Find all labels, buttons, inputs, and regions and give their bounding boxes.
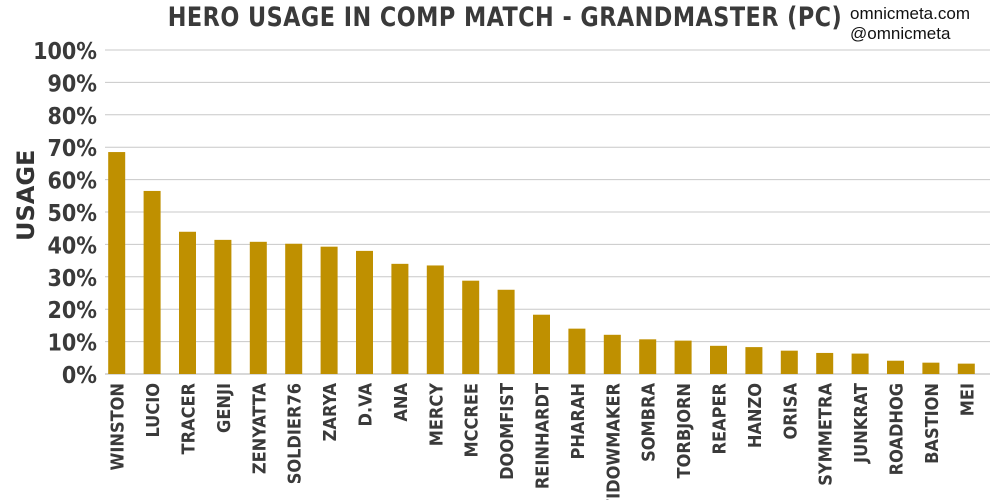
- x-tick-label: D.VA: [356, 383, 377, 427]
- bar: [603, 334, 621, 374]
- x-tick-label: BASTION: [922, 383, 943, 464]
- x-tick-label: MEI: [957, 383, 978, 416]
- bar: [320, 246, 338, 374]
- x-tick-label: REINHARDT: [533, 383, 554, 489]
- y-tick-label: 10%: [47, 331, 97, 357]
- y-tick-label: 30%: [47, 266, 97, 292]
- y-tick-label: 50%: [47, 201, 97, 227]
- y-tick-label: 0%: [62, 363, 97, 389]
- bar: [249, 241, 267, 374]
- x-tick-label: WINSTON: [108, 383, 129, 470]
- x-tick-label: REAPER: [710, 382, 731, 454]
- bar: [639, 339, 657, 374]
- x-tick-label: TORBJORN: [674, 383, 695, 478]
- chart-title: HERO USAGE IN COMP MATCH - GRANDMASTER (…: [167, 2, 843, 33]
- x-tick-label: MERCY: [426, 383, 447, 447]
- bar: [462, 280, 480, 374]
- y-tick-label: 20%: [47, 298, 97, 324]
- x-tick-label: JUNKRAT: [851, 383, 872, 464]
- bar: [851, 353, 869, 374]
- x-tick-label: GENJI: [214, 383, 235, 433]
- bar: [957, 363, 975, 374]
- y-tick-label: 40%: [47, 233, 97, 259]
- x-tick-label: SYMMETRA: [816, 383, 837, 486]
- y-tick-label: 60%: [47, 169, 97, 195]
- bar: [356, 250, 373, 374]
- bar: [285, 243, 303, 374]
- x-tick-label: ZARYA: [320, 383, 341, 442]
- x-tick-label: DOOMFIST: [497, 383, 518, 480]
- y-tick-label: 80%: [47, 104, 97, 130]
- x-tick-label: TRACER: [179, 382, 200, 454]
- y-tick-label: 100%: [33, 39, 97, 65]
- bar: [710, 345, 727, 374]
- bar: [214, 239, 232, 374]
- x-tick-label: SOMBRA: [639, 383, 660, 462]
- bar: [426, 265, 444, 374]
- bar: [533, 314, 550, 374]
- bar: [816, 352, 834, 374]
- x-tick-label: SOLDIER76: [285, 383, 306, 484]
- x-tick-label: HANZO: [745, 383, 766, 448]
- y-tick-label: 70%: [47, 136, 97, 162]
- watermark-site: omnicmeta.com: [850, 4, 970, 23]
- bar: [568, 328, 586, 374]
- watermark-handle: @omnicmeta: [850, 24, 951, 43]
- x-tick-label: ZENYATTA: [249, 383, 270, 475]
- x-tick-label: WIDOWMAKER: [603, 382, 624, 500]
- bar: [780, 350, 798, 374]
- x-tick-label: LUCIO: [143, 383, 164, 438]
- bar: [497, 289, 515, 374]
- x-tick-label: ORISA: [780, 383, 801, 440]
- x-tick-label: PHARAH: [568, 383, 589, 460]
- bar: [179, 231, 196, 374]
- x-tick-label: ANA: [391, 383, 412, 422]
- bar: [674, 340, 692, 374]
- x-tick-label: MCCREE: [462, 383, 483, 458]
- x-tick-label: ROADHOG: [887, 383, 908, 475]
- bar: [922, 362, 940, 374]
- bar: [745, 347, 763, 374]
- bar: [887, 360, 904, 374]
- watermark: omnicmeta.com @omnicmeta: [850, 4, 970, 44]
- y-tick-label: 90%: [47, 71, 97, 97]
- bar: [143, 190, 161, 374]
- bar: [391, 263, 409, 374]
- bar: [108, 152, 126, 374]
